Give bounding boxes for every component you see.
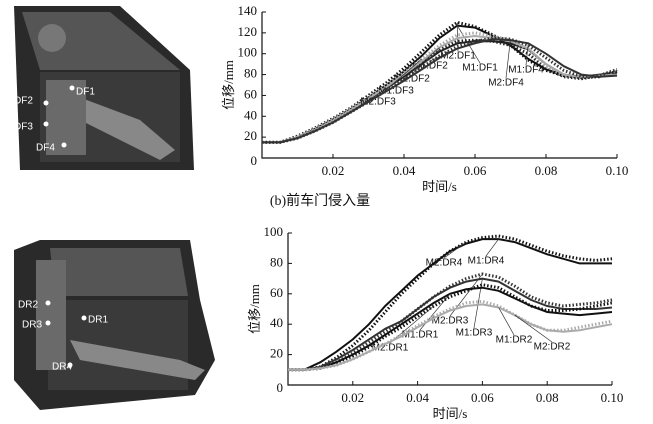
series-annotation: M2:DR2 <box>534 342 571 353</box>
series-annotation: M2:DR1 <box>372 343 409 354</box>
photo-label: DR2 <box>18 300 38 311</box>
y-tick-label: 40 <box>270 315 283 330</box>
y-tick-label: 60 <box>244 86 257 101</box>
series-line <box>262 36 618 144</box>
caption: (b)前车门侵入量 <box>270 192 370 209</box>
x-tick-label: 0.06 <box>471 390 494 405</box>
series-line <box>262 20 618 144</box>
leader-line <box>395 47 440 87</box>
y-axis-label: 位移/mm <box>221 60 236 110</box>
series-annotation: M2:DR4 <box>426 258 463 269</box>
series-line <box>288 283 613 372</box>
y-tick-label: 0 <box>277 380 284 395</box>
series-annotation: M1:DR2 <box>496 335 533 346</box>
y-tick-label: 60 <box>270 285 283 300</box>
x-tick-label: 0.02 <box>341 390 364 405</box>
photo-label: DF3 <box>14 122 33 133</box>
x-axis-label: 时间/s <box>422 179 457 194</box>
series-annotation: M1:DR1 <box>402 330 439 341</box>
rear-door-photo: DR1 DR2 DR3 DR4 <box>14 240 215 410</box>
y-tick-label: 0 <box>251 153 258 168</box>
series-annotation: M1:DF1 <box>462 63 498 74</box>
y-tick-label: 20 <box>270 346 283 361</box>
leader-line <box>485 238 499 257</box>
series-line <box>288 234 613 372</box>
x-tick-label: 0.06 <box>464 163 487 178</box>
leader-line <box>411 49 440 75</box>
leader-line <box>514 314 553 343</box>
front-door-photo: DF1 DF2 DF3 DF4 <box>8 4 196 174</box>
series-annotation: M1:DF4 <box>508 65 544 76</box>
photo-label: DF1 <box>76 87 95 98</box>
y-tick-label: 140 <box>238 3 258 18</box>
leader-line <box>377 58 422 98</box>
photo-label: DF4 <box>36 143 55 154</box>
y-tick-label: 20 <box>244 128 257 143</box>
y-tick-label: 80 <box>244 66 257 81</box>
series-line <box>288 299 613 372</box>
series-annotation: M2:DF3 <box>360 97 396 108</box>
y-tick-label: 120 <box>238 24 258 39</box>
series-line <box>262 24 618 144</box>
x-tick-label: 0.04 <box>406 390 429 405</box>
x-tick-label: 0.10 <box>606 163 629 178</box>
y-tick-label: 80 <box>270 254 283 269</box>
y-tick-label: 100 <box>238 45 258 60</box>
series-annotation: M1:DR4 <box>468 256 505 267</box>
series-line <box>288 272 613 372</box>
x-tick-label: 0.08 <box>535 163 558 178</box>
axis-frame <box>261 12 617 159</box>
series-annotation: M1:DR3 <box>456 328 493 339</box>
y-axis-label: 位移/mm <box>247 284 262 334</box>
photo-label: DR3 <box>22 320 42 331</box>
photo-label: DF2 <box>14 96 33 107</box>
series-line <box>262 38 618 144</box>
series-line <box>288 286 613 371</box>
photo-label: DR4 <box>52 362 72 373</box>
series-annotation: M1:DF3 <box>378 86 414 97</box>
series-line <box>262 38 618 144</box>
leader-line <box>443 241 467 259</box>
y-tick-label: 40 <box>244 107 257 122</box>
series-annotation: M1:DF2 <box>412 61 448 72</box>
x-tick-label: 0.08 <box>536 390 559 405</box>
series-annotation: M2:DF1 <box>440 51 476 62</box>
x-tick-label: 0.10 <box>601 390 624 405</box>
series-annotation: M2:DF4 <box>488 78 524 89</box>
x-tick-label: 0.02 <box>322 163 345 178</box>
x-axis-label: 时间/s <box>433 406 468 421</box>
photo-label: DR1 <box>88 315 108 326</box>
leader-line <box>505 39 511 79</box>
leader-line <box>498 307 515 336</box>
y-tick-label: 100 <box>264 224 284 239</box>
series-annotation: M2:DR3 <box>432 316 469 327</box>
x-tick-label: 0.04 <box>393 163 416 178</box>
series-annotation: M2:DF2 <box>394 74 430 85</box>
